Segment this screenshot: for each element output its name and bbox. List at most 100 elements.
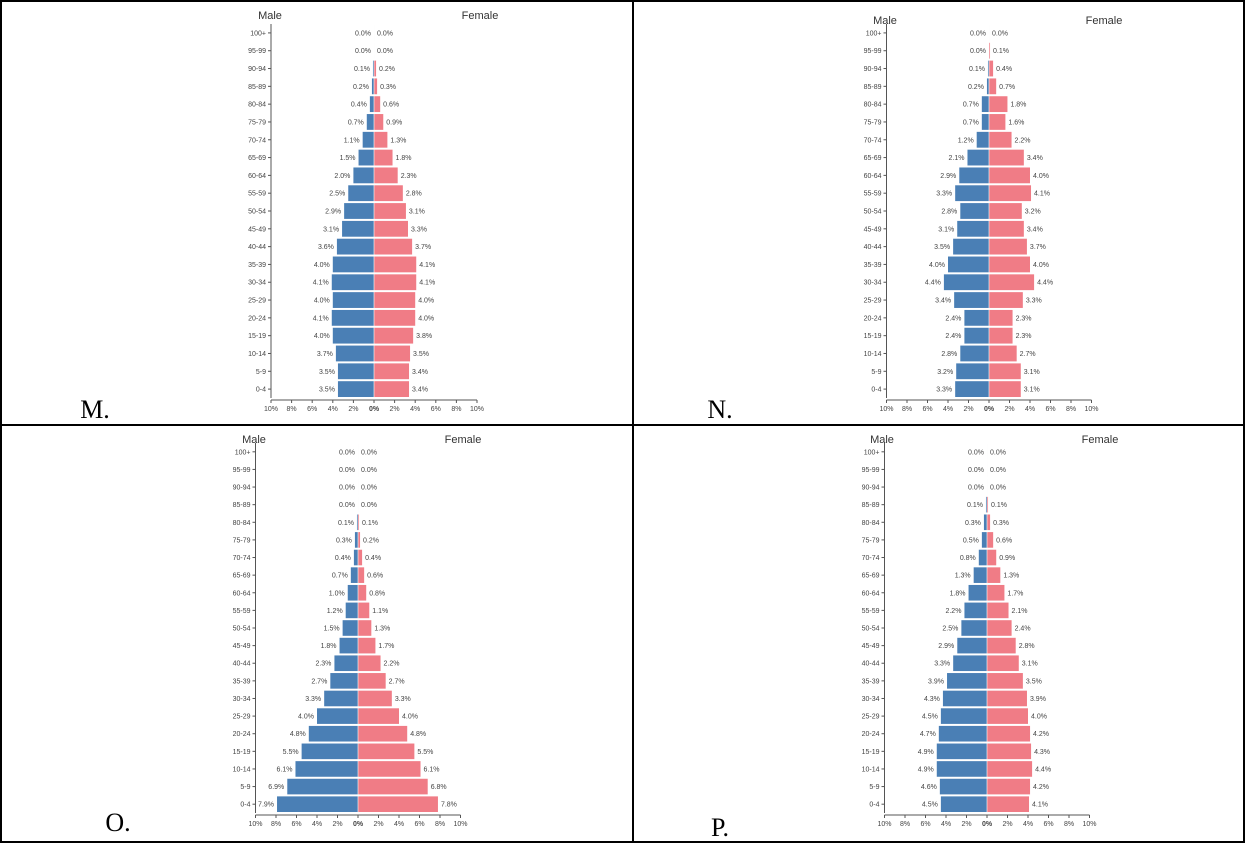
x-tick-label: 4% [943, 406, 953, 413]
male-bar [964, 309, 989, 326]
female-bar [989, 363, 1021, 380]
male-value-label: 4.5% [922, 802, 938, 809]
male-value-label: 3.3% [936, 191, 952, 198]
age-group-label: 0-4 [871, 387, 881, 394]
female-bar [989, 309, 1013, 326]
female-bar [989, 292, 1023, 308]
male-bar [957, 637, 987, 654]
male-bar [287, 778, 358, 795]
x-tick-label: 8% [902, 406, 912, 413]
female-bar [374, 274, 417, 291]
male-value-label: 1.8% [321, 643, 337, 650]
age-group-label: 85-89 [864, 84, 882, 91]
female-value-label: 3.1% [1024, 387, 1040, 394]
age-group-label: 100+ [250, 30, 266, 37]
population-pyramid-o: Male Female 0-4 7.9% 7.8% 5-9 6.9% 6.8% 10-14 6.1… [105, 434, 481, 837]
population-pyramid-m: Male Female 0-4 3.5% 3.4% 5-9 3.5% 3.4% 10-14 3.7… [80, 10, 498, 424]
male-value-label: 6.1% [277, 766, 293, 773]
female-value-label: 3.1% [409, 209, 425, 216]
female-bar [374, 78, 378, 95]
age-group-label: 100+ [235, 449, 251, 456]
male-bar [308, 725, 358, 742]
female-value-label: 4.1% [419, 280, 435, 287]
male-value-label: 0.0% [970, 48, 986, 55]
age-group-label: 15-19 [862, 749, 880, 756]
x-tick-label: 8% [451, 406, 461, 413]
age-group-label: 35-39 [248, 262, 266, 269]
age-group-label: 40-44 [233, 661, 251, 668]
female-bar [989, 381, 1021, 397]
age-group-label: 5-9 [240, 784, 250, 791]
female-value-label: 3.2% [1025, 209, 1041, 216]
male-value-label: 0.7% [963, 102, 979, 109]
female-bar [987, 725, 1031, 742]
x-tick-label: 0% [353, 821, 364, 828]
male-value-label: 2.0% [334, 173, 350, 180]
female-value-label: 4.1% [419, 262, 435, 269]
male-bar [295, 761, 358, 777]
female-value-label: 2.3% [1016, 333, 1032, 340]
age-group-label: 65-69 [233, 573, 251, 580]
female-value-label: 2.8% [406, 191, 422, 198]
age-group-label: 70-74 [248, 137, 266, 144]
age-group-label: 45-49 [233, 643, 251, 650]
male-value-label: 0.2% [353, 84, 369, 91]
male-value-label: 0.3% [336, 537, 352, 544]
age-group-label: 0-4 [256, 387, 266, 394]
female-bar [989, 327, 1013, 344]
x-tick-label: 6% [431, 406, 441, 413]
age-group-label: 20-24 [862, 731, 880, 738]
male-value-label: 0.8% [960, 555, 976, 562]
male-bar [976, 131, 989, 148]
x-tick-label: 4% [328, 406, 338, 413]
female-bar [987, 584, 1005, 601]
age-group-label: 10-14 [248, 351, 266, 358]
male-bar [940, 796, 987, 812]
male-bar [331, 309, 374, 326]
male-bar [983, 514, 987, 531]
female-value-label: 3.3% [395, 696, 411, 703]
age-group-label: 65-69 [862, 573, 880, 580]
age-group-label: 25-29 [864, 298, 882, 305]
age-group-label: 30-34 [862, 696, 880, 703]
female-value-label: 0.0% [377, 48, 393, 55]
female-value-label: 0.1% [362, 520, 378, 527]
age-group-label: 20-24 [233, 731, 251, 738]
male-bar [342, 620, 358, 636]
female-value-label: 3.7% [1030, 244, 1046, 251]
male-value-label: 3.1% [938, 226, 954, 233]
x-tick-label: 2% [348, 406, 358, 413]
female-value-label: 0.0% [361, 467, 377, 474]
male-bar [939, 778, 987, 795]
female-value-label: 1.7% [1007, 590, 1023, 597]
female-bar [374, 238, 413, 255]
male-bar [942, 690, 987, 707]
female-bar [989, 274, 1035, 291]
age-group-label: 5-9 [256, 369, 266, 376]
female-bar [358, 655, 381, 672]
male-value-label: 4.9% [918, 766, 934, 773]
x-tick-label: 4% [1023, 821, 1033, 828]
male-value-label: 2.3% [315, 661, 331, 668]
age-group-label: 35-39 [864, 262, 882, 269]
male-value-label: 0.7% [332, 573, 348, 580]
male-bar [362, 131, 374, 148]
male-value-label: 0.0% [355, 48, 371, 55]
female-value-label: 2.2% [384, 661, 400, 668]
x-tick-label: 8% [1066, 406, 1076, 413]
male-bar [967, 149, 989, 166]
female-bar [374, 96, 381, 113]
age-group-label: 90-94 [862, 485, 880, 492]
grid-left-border [0, 0, 2, 843]
x-tick-label: 4% [312, 821, 322, 828]
female-value-label: 2.3% [401, 173, 417, 180]
male-bar [356, 514, 358, 531]
x-tick-label: 4% [394, 821, 404, 828]
age-group-label: 85-89 [233, 502, 251, 509]
female-bar [374, 363, 410, 380]
male-value-label: 4.9% [918, 749, 934, 756]
male-bar [371, 78, 374, 95]
female-value-label: 2.8% [1019, 643, 1035, 650]
female-value-label: 0.7% [999, 84, 1015, 91]
